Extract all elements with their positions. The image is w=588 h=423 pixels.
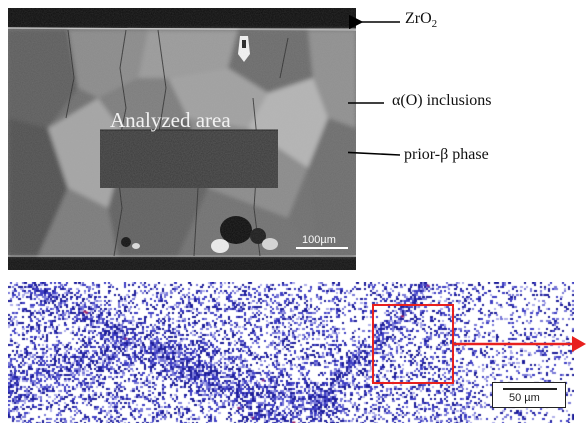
element-map: 50 µm: [8, 282, 574, 423]
map-scale-label: 50 µm: [509, 392, 540, 404]
left-arrow-icon: [348, 151, 401, 156]
sem-scale-label: 100µm: [302, 234, 336, 246]
sem-micrograph: Analyzed area 100µm: [8, 8, 356, 270]
element-map-canvas: [8, 282, 574, 423]
map-scale-bar-line: [503, 388, 557, 390]
sem-image-drawing: [8, 8, 356, 270]
highlight-box: [372, 304, 454, 384]
map-scale-box: 50 µm: [492, 382, 566, 408]
zro2-label: ZrO2: [405, 10, 438, 31]
analyzed-area-label: Analyzed area: [110, 108, 231, 132]
prior-beta-label: prior-β phase: [404, 146, 489, 163]
alpha-inclusions-label: α(O) inclusions: [392, 92, 492, 109]
right-arrow-icon: [452, 336, 586, 352]
annotation-arrows: [348, 14, 401, 156]
